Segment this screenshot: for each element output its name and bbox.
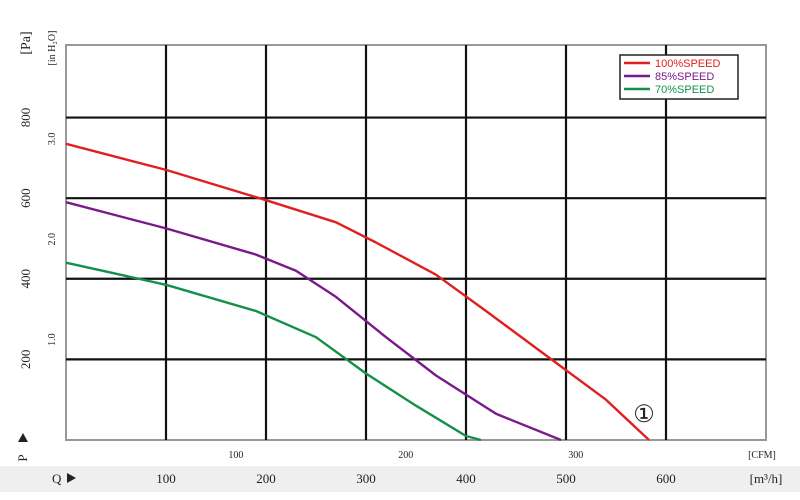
m3h-tick-labels: 100 200 300 400 500 600 xyxy=(156,471,676,486)
pa-tick-label: 600 xyxy=(18,188,33,208)
flow-axis-band xyxy=(0,466,800,492)
in-tick-label: 3.0 xyxy=(47,133,58,146)
m3h-tick-label: 100 xyxy=(156,471,176,486)
flow-unit-primary: [m³/h] xyxy=(750,471,783,486)
cfm-tick-label: 200 xyxy=(398,450,413,461)
series-line xyxy=(65,261,482,442)
in-tick-label: 1.0 xyxy=(47,333,58,346)
cfm-tick-label: 300 xyxy=(568,450,583,461)
m3h-tick-label: 200 xyxy=(256,471,276,486)
grid xyxy=(66,45,766,440)
m3h-tick-label: 600 xyxy=(656,471,676,486)
pressure-unit-primary: [Pa] xyxy=(19,31,34,54)
series-line xyxy=(65,201,562,442)
legend-label: 70%SPEED xyxy=(655,84,714,96)
pa-tick-label: 800 xyxy=(18,108,33,128)
cfm-tick-label: 100 xyxy=(228,450,243,461)
cfm-tick-labels: 100 200 300 xyxy=(228,450,583,461)
m3h-tick-label: 400 xyxy=(456,471,476,486)
annotation-marker: ① xyxy=(633,402,655,428)
series-lines xyxy=(65,142,650,442)
m3h-tick-label: 300 xyxy=(356,471,376,486)
plot-area xyxy=(65,44,767,441)
pressure-axis-letter: P xyxy=(15,454,30,461)
in-tick-label: 2.0 xyxy=(47,233,58,246)
pa-tick-label: 200 xyxy=(18,350,33,370)
legend-label: 100%SPEED xyxy=(655,58,720,70)
pressure-unit-secondary: [in H₂O] xyxy=(47,31,58,66)
legend-label: 85%SPEED xyxy=(655,71,714,83)
in-tick-labels: 1.0 2.0 3.0 xyxy=(47,133,58,346)
series-line xyxy=(65,142,650,441)
flow-axis-letter: Q xyxy=(52,471,62,486)
pa-tick-labels: 200 400 600 800 xyxy=(18,108,33,369)
pa-tick-label: 400 xyxy=(18,269,33,289)
pressure-axis-arrow-icon xyxy=(18,433,28,442)
flow-unit-secondary: [CFM] xyxy=(748,450,776,461)
flow-axis-arrow-icon xyxy=(67,473,76,483)
m3h-tick-label: 500 xyxy=(556,471,576,486)
